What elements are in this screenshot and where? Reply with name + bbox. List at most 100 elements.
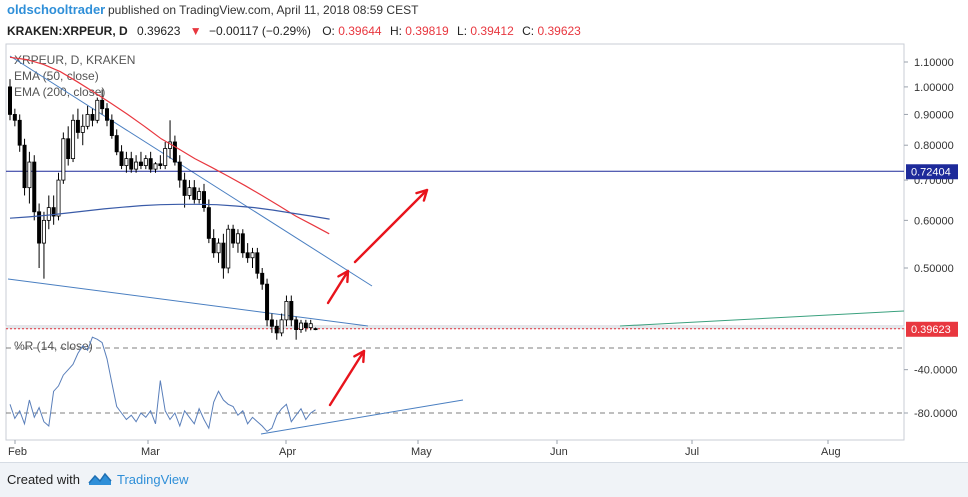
candle-body: [197, 191, 202, 200]
time-tick-label: May: [411, 446, 432, 458]
last-price-value: 0.39623: [911, 324, 951, 336]
candle-body: [153, 163, 158, 170]
footer-bar: Created with TradingView: [0, 462, 968, 497]
arrow-layer: [326, 188, 429, 407]
high-value: 0.39819: [405, 24, 449, 38]
candle-body: [114, 135, 119, 153]
candle-body: [187, 187, 192, 196]
horizontal-level-value: 0.72404: [911, 166, 951, 178]
candle-body: [119, 151, 124, 166]
candle-body: [109, 119, 114, 136]
arrow-shaft: [328, 349, 366, 407]
candle-body: [240, 233, 245, 254]
candle-body: [85, 114, 90, 127]
candle-body: [27, 161, 32, 189]
up-arrow-wr: [328, 349, 366, 407]
wr-tick-label: -80.0000: [914, 408, 957, 420]
price-tick-label: 0.90000: [914, 109, 954, 121]
candle-body: [308, 323, 313, 329]
candle-body: [41, 219, 46, 244]
candle-body: [61, 138, 66, 181]
created-with-text: Created with: [7, 472, 80, 487]
time-tick-label: Jul: [685, 446, 699, 458]
candle-body: [250, 252, 255, 259]
header-last: 0.39623: [137, 24, 181, 38]
main-pane[interactable]: [5, 43, 905, 327]
time-tick-label: Feb: [8, 446, 27, 458]
candle-body: [221, 242, 226, 269]
candle-body: [158, 163, 163, 166]
legend-wr: %R (14, close): [14, 339, 93, 353]
open-value: 0.39644: [338, 24, 382, 38]
candle-body: [245, 252, 250, 259]
axis-layer: 1.100001.000000.900000.800000.700000.600…: [8, 57, 957, 458]
ema-50-line: [9, 56, 330, 235]
arrow-shaft: [326, 269, 350, 305]
price-tick-label: 1.10000: [914, 57, 954, 69]
low-value: 0.39412: [470, 24, 514, 38]
arrow-shaft: [353, 188, 429, 264]
candle-body: [303, 322, 308, 329]
header-change: −0.00117 (−0.29%): [209, 24, 311, 38]
candle-body: [177, 161, 182, 181]
candle-body: [51, 207, 56, 217]
candle-body: [129, 158, 134, 170]
candle-body: [95, 99, 100, 121]
time-tick-label: Jun: [550, 446, 568, 458]
last-price-tag: 0.39623: [906, 321, 958, 337]
price-tick-label: 0.60000: [914, 215, 954, 227]
candle-body: [90, 114, 95, 121]
wr-support-trendline: [260, 399, 464, 435]
candle-body: [269, 319, 274, 327]
candle-body: [7, 86, 12, 115]
legend-symbol: XRPEUR, D, KRAKEN: [14, 53, 135, 67]
candle-body: [231, 228, 236, 244]
candle-body: [265, 283, 270, 321]
high-label: H:: [390, 24, 402, 38]
time-tick-label: Mar: [141, 446, 160, 458]
lower-channel-line: [7, 278, 369, 327]
ema-layer: [9, 56, 330, 235]
candle-body: [138, 161, 143, 166]
author-name[interactable]: oldschooltrader: [7, 2, 105, 17]
tradingview-brand[interactable]: TradingView: [117, 472, 189, 487]
published-text: published on TradingView.com, April 11, …: [108, 3, 419, 17]
candle-body: [46, 207, 51, 221]
candle-body: [134, 161, 139, 170]
candle-body: [66, 138, 71, 160]
up-arrow-short: [326, 269, 350, 305]
low-label: L:: [457, 24, 467, 38]
price-tick-label: 0.80000: [914, 140, 954, 152]
ohlc-line: KRAKEN:XRPEUR, D 0.39623 ▼ −0.00117 (−0.…: [7, 24, 581, 38]
candle-body: [163, 148, 168, 166]
ema-200-line: [9, 203, 330, 220]
candle-body: [298, 322, 303, 330]
candle-body: [100, 99, 105, 110]
candle-body: [80, 125, 85, 133]
up-arrow-target: [353, 188, 429, 264]
candle-body: [148, 158, 153, 170]
williams-r-layer: [9, 336, 316, 433]
williams-r-line: [9, 336, 316, 433]
horizontal-level-tag: 0.72404: [906, 164, 958, 180]
candle-body: [274, 325, 279, 334]
header-symbol: KRAKEN:XRPEUR, D: [7, 24, 128, 38]
arrow-head: [353, 349, 366, 364]
wr-tick-label: -40.0000: [914, 365, 957, 377]
candle-body: [172, 141, 177, 163]
indicator-pane[interactable]: [5, 327, 905, 441]
candle-body: [289, 300, 294, 321]
legend-ema200: EMA (200, close): [14, 85, 105, 99]
tradingview-logo-icon[interactable]: [88, 470, 112, 488]
legend-ema50: EMA (50, close): [14, 69, 99, 83]
candle-body: [284, 300, 289, 321]
candle-body: [211, 237, 216, 254]
arrow-head: [415, 188, 429, 202]
candle-body: [37, 211, 42, 244]
candle-body: [201, 191, 206, 209]
green-trendline: [619, 310, 905, 327]
candlestick-series: [7, 79, 318, 340]
candle-body: [235, 233, 240, 244]
candle-body: [12, 114, 17, 121]
